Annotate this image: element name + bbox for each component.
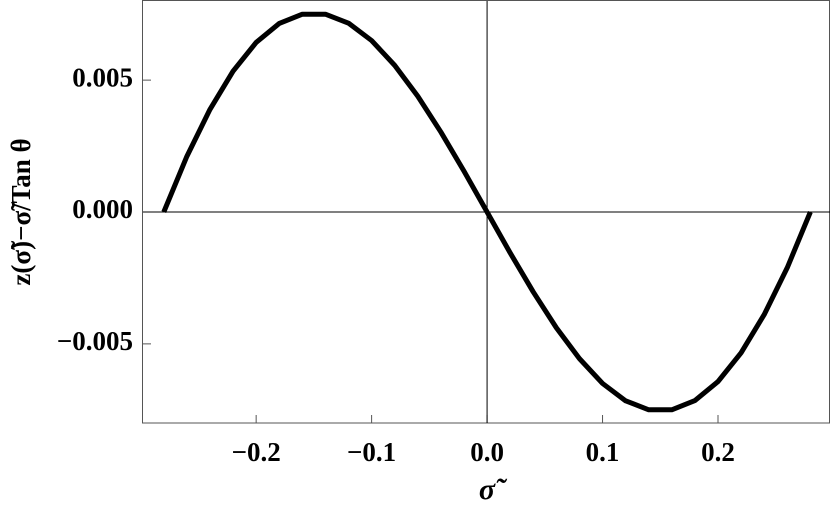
x-tick-label: −0.1 [347,437,396,467]
y-tick-label: −0.005 [57,326,133,356]
data-line [161,11,813,413]
y-tick-label: 0.005 [72,62,133,92]
y-tick-label: 0.000 [72,194,133,224]
x-tick-label: 0.2 [701,437,735,467]
x-tick-label: −0.2 [232,437,281,467]
x-tick-label: 0.0 [470,437,504,467]
y-axis-label: z(σ̃)−σ̃/Tan θ [6,138,36,285]
x-axis-label: σ̃ [479,473,508,506]
x-tick-label: 0.1 [586,437,620,467]
